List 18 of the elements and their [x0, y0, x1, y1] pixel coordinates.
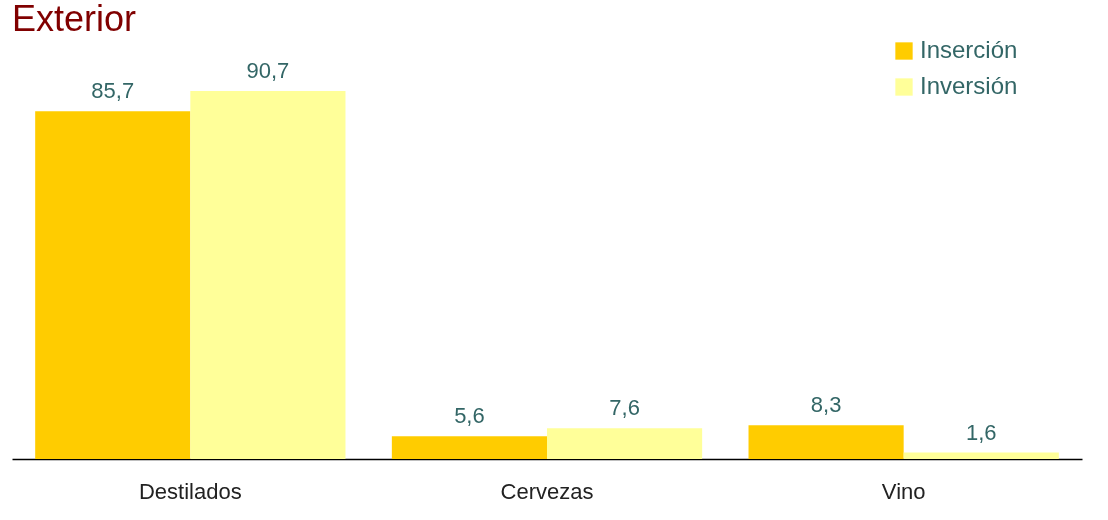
data-label: 90,7: [246, 58, 290, 83]
data-label: 8,3: [810, 392, 842, 418]
data-label: 7,6: [609, 395, 640, 421]
x-tick-label: Cervezas: [500, 478, 594, 504]
legend-label: Inserción: [920, 36, 1018, 63]
bar: [35, 111, 191, 459]
data-label: 5,6: [454, 403, 485, 429]
data-label: 85,7: [91, 78, 135, 104]
legend-label: Inversión: [920, 72, 1018, 99]
chart-title: Exterior: [12, 0, 137, 39]
bar: [748, 425, 904, 459]
x-tick-label: Vino: [881, 478, 926, 504]
bar: [190, 91, 346, 459]
data-label: 1,6: [965, 419, 997, 445]
bar: [903, 452, 1059, 459]
bar: [391, 436, 547, 459]
bar: [547, 428, 703, 459]
x-tick-label: Destilados: [138, 478, 242, 504]
